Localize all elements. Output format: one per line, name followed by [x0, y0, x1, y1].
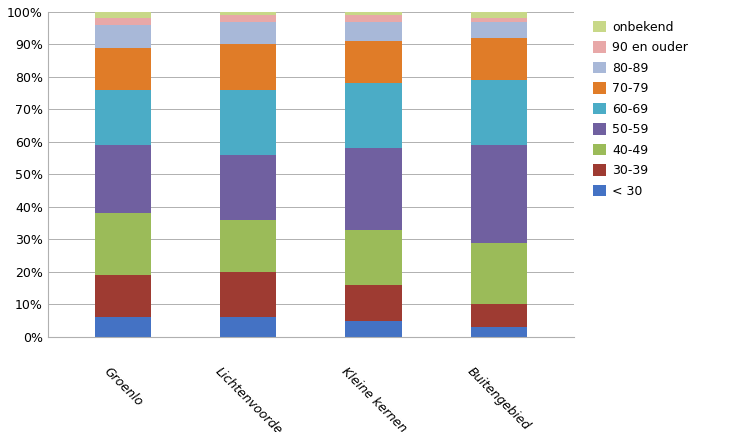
- Bar: [471, 12, 527, 19]
- Bar: [95, 12, 151, 19]
- Bar: [95, 48, 151, 90]
- Bar: [345, 149, 402, 230]
- Bar: [95, 213, 151, 275]
- Bar: [95, 25, 151, 48]
- Bar: [95, 145, 151, 213]
- Bar: [345, 285, 402, 321]
- Bar: [220, 12, 277, 15]
- Bar: [345, 12, 402, 15]
- Bar: [471, 19, 527, 22]
- Bar: [471, 327, 527, 337]
- Bar: [95, 275, 151, 318]
- Bar: [471, 243, 527, 305]
- Bar: [345, 321, 402, 337]
- Bar: [220, 15, 277, 22]
- Bar: [345, 230, 402, 285]
- Bar: [471, 38, 527, 80]
- Legend: onbekend, 90 en ouder, 80-89, 70-79, 60-69, 50-59, 40-49, 30-39, < 30: onbekend, 90 en ouder, 80-89, 70-79, 60-…: [591, 18, 690, 200]
- Bar: [220, 90, 277, 155]
- Bar: [345, 15, 402, 22]
- Bar: [95, 318, 151, 337]
- Bar: [220, 318, 277, 337]
- Bar: [471, 305, 527, 327]
- Bar: [95, 19, 151, 25]
- Bar: [220, 44, 277, 90]
- Bar: [471, 145, 527, 243]
- Bar: [471, 80, 527, 145]
- Bar: [220, 22, 277, 44]
- Bar: [95, 90, 151, 145]
- Bar: [220, 220, 277, 272]
- Bar: [345, 83, 402, 149]
- Bar: [220, 272, 277, 318]
- Bar: [220, 155, 277, 220]
- Bar: [345, 22, 402, 41]
- Bar: [345, 41, 402, 83]
- Bar: [471, 22, 527, 38]
